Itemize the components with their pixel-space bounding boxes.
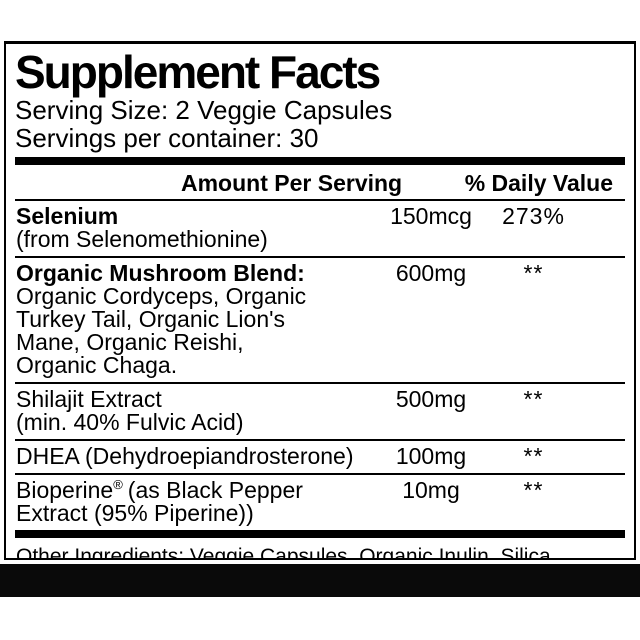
servings-per-container: Servings per container: 30 bbox=[15, 123, 319, 153]
divider-thin bbox=[15, 256, 625, 258]
amount-value: 150mcg bbox=[390, 203, 472, 229]
daily-value: ** bbox=[523, 386, 544, 412]
registered-trademark-symbol: ® bbox=[113, 477, 123, 493]
column-header-row: Amount Per Serving % Daily Value bbox=[15, 165, 625, 199]
daily-value-header: % Daily Value bbox=[464, 170, 613, 196]
ingredient-name: Organic Mushroom Blend: Organic Cordycep… bbox=[15, 262, 385, 377]
ingredient-name-bold: Selenium bbox=[16, 203, 119, 229]
divider-thick-top bbox=[15, 157, 625, 165]
amount-value: 600mg bbox=[395, 260, 467, 286]
table-row-dhea: DHEA (Dehydroepiandrosterone) 100mg ** bbox=[15, 441, 625, 473]
ingredient-name-detail: Organic Cordyceps, Organic Turkey Tail, … bbox=[16, 283, 307, 378]
amount-value: 100mg bbox=[395, 443, 467, 469]
ingredient-brand: Bioperine bbox=[16, 477, 114, 503]
divider-thick-bottom bbox=[15, 530, 625, 538]
ingredient-name-detail: (from Selenomethionine) bbox=[16, 226, 268, 252]
divider-thin bbox=[15, 382, 625, 384]
ingredient-name-detail: Shilajit Extract (min. 40% Fulvic Acid) bbox=[16, 386, 244, 435]
table-row-bioperine: Bioperine® (as Black Pepper Extract (95% … bbox=[15, 475, 625, 530]
table-row-shilajit: Shilajit Extract (min. 40% Fulvic Acid) … bbox=[15, 384, 625, 439]
table-row-selenium: Selenium (from Selenomethionine) 150mcg … bbox=[15, 201, 625, 256]
amount-value: 10mg bbox=[402, 477, 460, 503]
ingredient-name: DHEA (Dehydroepiandrosterone) bbox=[15, 445, 385, 468]
daily-value: 273% bbox=[502, 203, 565, 229]
serving-size: Serving Size: 2 Veggie Capsules bbox=[15, 95, 393, 125]
daily-value: ** bbox=[523, 477, 544, 503]
other-ingredients: Other Ingredients: Veggie Capsules, Orga… bbox=[16, 545, 557, 560]
amount-per-serving-header: Amount Per Serving bbox=[181, 170, 403, 196]
ingredient-name-detail: DHEA (Dehydroepiandrosterone) bbox=[16, 443, 354, 469]
ingredient-name-bold: Organic Mushroom Blend: bbox=[16, 260, 305, 286]
supplement-facts-panel: Supplement Facts Serving Size: 2 Veggie … bbox=[4, 41, 636, 560]
divider-thin bbox=[15, 199, 625, 201]
ingredient-name-detail: (as Black Pepper Extract (95% Piperine)) bbox=[16, 477, 303, 526]
bottom-black-bar bbox=[0, 564, 640, 597]
divider-thin bbox=[15, 473, 625, 475]
divider-thin bbox=[15, 439, 625, 441]
amount-value: 500mg bbox=[395, 386, 467, 412]
daily-value: ** bbox=[523, 443, 544, 469]
panel-title: Supplement Facts bbox=[15, 46, 381, 98]
ingredient-name: Shilajit Extract (min. 40% Fulvic Acid) bbox=[15, 388, 385, 434]
ingredient-name: Bioperine® (as Black Pepper Extract (95% … bbox=[15, 477, 385, 526]
ingredient-name: Selenium (from Selenomethionine) bbox=[15, 205, 385, 251]
table-row-mushroom-blend: Organic Mushroom Blend: Organic Cordycep… bbox=[15, 258, 625, 382]
daily-value: ** bbox=[523, 260, 544, 286]
